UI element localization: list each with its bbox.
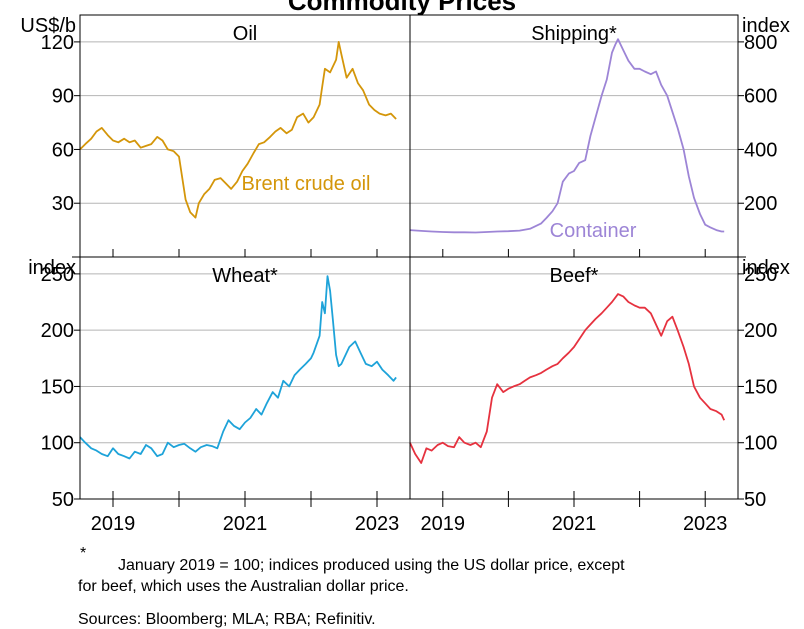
top-left-ytick-label: 90: [52, 86, 74, 108]
bottom-left-xtick-label: 2023: [355, 513, 400, 535]
top-right-ytick-label: 200: [744, 193, 777, 215]
bottom-right-ytick-label: 150: [744, 376, 777, 398]
bottom-right-panel-title: Beef*: [550, 265, 599, 287]
top-right-series-line: [409, 38, 725, 234]
top-left-ytick-label: 30: [52, 193, 74, 215]
top-right-ytick-label: 800: [744, 32, 777, 54]
top-right-panel-title: Shipping*: [531, 23, 617, 45]
top-right-unit-label: index: [742, 15, 790, 37]
bottom-right-ytick-label: 50: [744, 489, 766, 511]
top-left-panel-title: Oil: [233, 23, 257, 45]
bottom-right-ytick-label: 200: [744, 320, 777, 342]
bottom-right-ytick-label: 100: [744, 433, 777, 455]
footnote-line-2: for beef, which uses the Australian doll…: [78, 578, 409, 595]
bottom-left-unit-label: index: [28, 257, 76, 279]
top-right-series-annotation: Container: [550, 220, 637, 242]
top-left-unit-label: US$/b: [20, 15, 76, 37]
top-left-series-line: [79, 41, 397, 219]
bottom-left-ytick-label: 200: [41, 320, 74, 342]
top-right-ytick-label: 600: [744, 86, 777, 108]
bottom-left-series-line: [79, 275, 397, 460]
bottom-left-xtick-label: 2019: [91, 513, 136, 535]
top-right-ytick-label: 400: [744, 139, 777, 161]
bottom-left-xtick-label: 2021: [223, 513, 268, 535]
bottom-right-xtick-label: 2023: [683, 513, 728, 535]
top-left-series-annotation: Brent crude oil: [242, 173, 371, 195]
bottom-left-ytick-label: 100: [41, 433, 74, 455]
bottom-right-series-line: [409, 293, 726, 464]
top-left-ytick-label: 60: [52, 139, 74, 161]
sources-note: Sources: Bloomberg; MLA; RBA; Refinitiv.: [78, 611, 376, 628]
bottom-left-ytick-label: 150: [41, 376, 74, 398]
footnote-marker: *: [80, 545, 87, 562]
bottom-left-ytick-label: 250: [41, 264, 74, 286]
bottom-right-xtick-label: 2019: [421, 513, 466, 535]
top-left-ytick-label: 120: [41, 32, 74, 54]
bottom-right-xtick-label: 2021: [552, 513, 597, 535]
bottom-left-panel-title: Wheat*: [212, 265, 278, 287]
bottom-left-ytick-label: 50: [52, 489, 74, 511]
figure-title: Commodity Prices: [288, 0, 516, 16]
footnote-line-1: January 2019 = 100; indices produced usi…: [118, 557, 625, 574]
bottom-right-unit-label: index: [742, 257, 790, 279]
bottom-right-ytick-label: 250: [744, 264, 777, 286]
